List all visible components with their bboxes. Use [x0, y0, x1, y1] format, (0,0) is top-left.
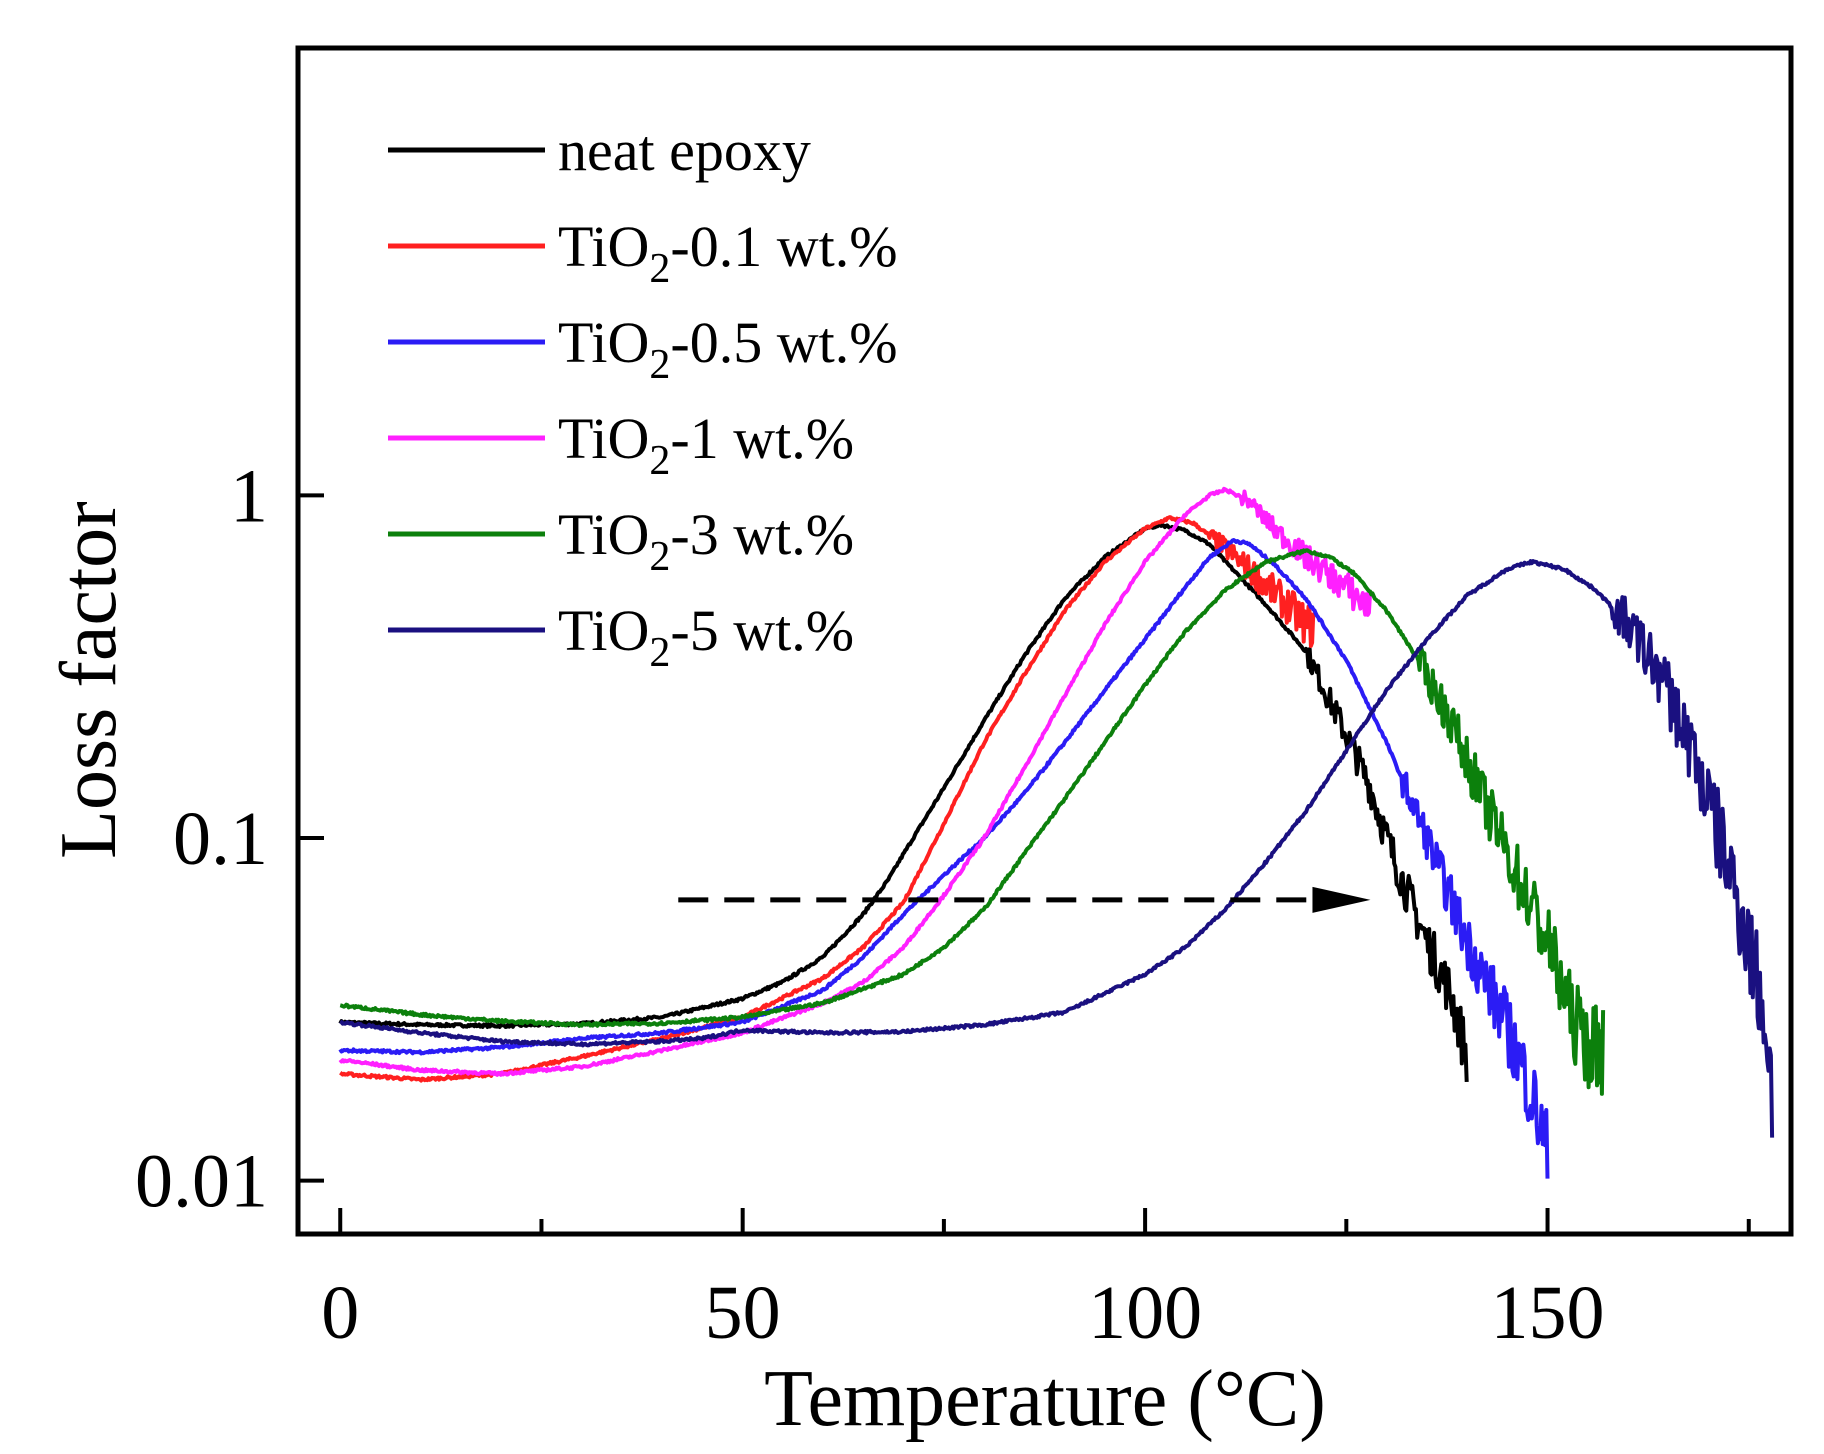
series-line-5 — [339, 548, 1606, 1096]
x-tick-label: 0 — [321, 1271, 359, 1355]
series-line-6 — [339, 559, 1775, 1138]
series-layer — [338, 486, 1775, 1179]
legend-label: neat epoxy — [558, 118, 811, 183]
x-tick-label: 150 — [1491, 1271, 1605, 1355]
legend: neat epoxy TiO2-0.1 wt.% TiO2-0.5 wt.% TiO2… — [388, 118, 898, 676]
y-tick-label: 1 — [230, 454, 268, 538]
x-tick-label: 50 — [705, 1271, 781, 1355]
legend-label: TiO2-0.5 wt.% — [558, 310, 898, 388]
legend-label: TiO2-1 wt.% — [558, 406, 854, 484]
legend-label: TiO2-0.1 wt.% — [558, 214, 898, 292]
series-line-3 — [338, 538, 1550, 1179]
legend-label: TiO2-5 wt.% — [558, 598, 854, 676]
axes-layer: 0 50 100 150 1 0.1 0.01 — [135, 454, 1751, 1355]
y-tick-label: 0.01 — [135, 1140, 268, 1224]
series-line-4 — [338, 486, 1373, 1077]
x-tick-label: 100 — [1088, 1271, 1202, 1355]
x-axis-title: Temperature (°C) — [764, 1355, 1326, 1443]
y-axis-title: Loss factor — [45, 501, 133, 859]
legend-label: TiO2-3 wt.% — [558, 502, 854, 580]
y-tick-label: 0.1 — [173, 797, 268, 881]
plot-frame — [295, 45, 1794, 1237]
arrowhead — [1312, 886, 1371, 913]
